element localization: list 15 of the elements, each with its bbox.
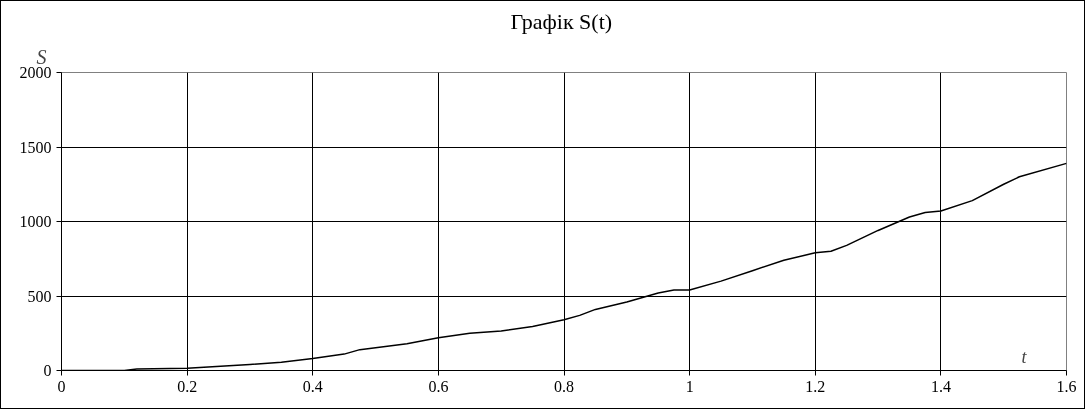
x-tick-label: 0.6 <box>428 377 449 395</box>
y-tick-label: 1000 <box>19 213 52 230</box>
chart-title: Графік S(t) <box>510 8 613 34</box>
y-tick-label: 0 <box>43 362 52 379</box>
x-tick-label: 0.2 <box>177 377 198 395</box>
x-tick-label: 0 <box>57 377 66 395</box>
x-tick-label: 0.8 <box>554 377 574 395</box>
y-tick-label: 500 <box>27 287 52 305</box>
x-tick-label: 1.6 <box>1056 377 1077 395</box>
x-tick-label: 1.4 <box>930 377 951 395</box>
x-tick-label: 1.2 <box>805 377 826 395</box>
y-tick-label: 1500 <box>19 138 52 156</box>
x-tick-label: 1 <box>685 377 694 395</box>
x-tick-label: 0.4 <box>302 377 323 395</box>
x-axis-title: t <box>1021 346 1028 367</box>
